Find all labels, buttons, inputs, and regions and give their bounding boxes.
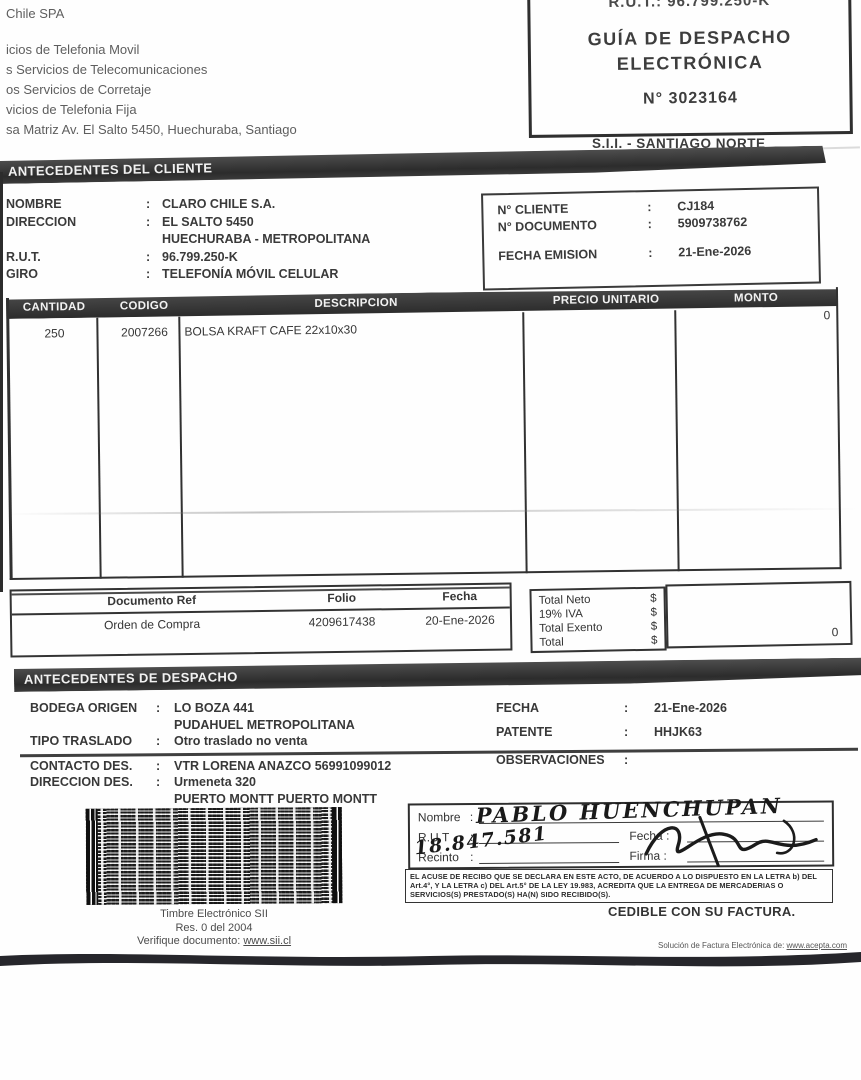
ref-fecha-value: 20-Ene-2026	[425, 612, 495, 628]
acepta-url: www.acepta.com	[786, 941, 847, 950]
patente-label: PATENTE	[496, 725, 553, 739]
observaciones-label: OBSERVACIONES	[496, 753, 605, 767]
direccion-des-2: PUERTO MONTT PUERTO MONTT	[174, 791, 378, 806]
item-description: BOLSA KRAFT CAFE 22x10x30	[184, 322, 358, 339]
acuse-recibo-fine-print: EL ACUSE DE RECIBO QUE SE DECLARA EN EST…	[405, 869, 833, 903]
ref-doc-header: Documento Ref	[107, 592, 197, 609]
client-address-label: DIRECCION	[6, 214, 77, 229]
items-table: CANTIDAD CODIGO DESCRIPCION PRECIO UNITA…	[6, 287, 860, 580]
items-table-header: CANTIDAD CODIGO DESCRIPCION PRECIO UNITA…	[6, 287, 838, 319]
reference-docs-table: Documento Ref Folio Fecha Orden de Compr…	[9, 582, 513, 658]
client-doc-box: N° CLIENTECJ184 N° DOCUMENTO5909738762 F…	[481, 186, 821, 291]
client-section-header: ANTECEDENTES DEL CLIENTE	[0, 146, 826, 184]
sii-url: www.sii.cl	[243, 935, 292, 947]
item-code: 2007266	[121, 324, 168, 340]
bodega-2: PUDAHUEL METROPOLITANA	[174, 717, 355, 732]
sii-office: S.I.I. - SANTIAGO NORTE	[592, 136, 766, 151]
iva-label: 19% IVA	[538, 608, 583, 621]
dispatch-details-right: FECHA 21-Ene-2026 PATENTE HHJK63 OBSERVACI…	[496, 700, 856, 768]
direccion-des-label: DIRECCION DES.	[30, 775, 133, 789]
total-exento-label: Total Exento	[539, 621, 603, 635]
emission-date-label: FECHA EMISION	[498, 247, 598, 264]
patente: HHJK63	[654, 725, 702, 739]
total-value: 0	[831, 625, 839, 640]
timbre-caption: Timbre Electrónico SII Res. 0 del 2004 V…	[86, 908, 342, 949]
handwritten-signature	[644, 815, 818, 867]
timbre-line-1: Timbre Electrónico SII	[160, 908, 268, 920]
contacto-label: CONTACTO DES.	[30, 758, 133, 773]
direccion-des-1: Urmeneta 320	[174, 775, 256, 789]
sig-nombre-label: Nombre	[417, 810, 461, 825]
letterhead-line: icios de Telefonia Movil	[6, 42, 140, 57]
dispatch-date-label: FECHA	[496, 701, 540, 715]
total-neto-label: Total Neto	[538, 593, 591, 607]
dispatch-section-header: ANTECEDENTES DE DESPACHO	[14, 658, 861, 692]
item-quantity: 250	[44, 326, 65, 341]
observaciones	[654, 752, 856, 768]
client-address-1: EL SALTO 5450	[162, 214, 254, 229]
ref-fecha-header: Fecha	[442, 588, 478, 604]
letterhead: Chile SPA icios de Telefonia Movil s Ser…	[6, 4, 297, 140]
col-descripcion: DESCRIPCION	[314, 296, 398, 310]
client-address-2: HUECHURABA - METROPOLITANA	[162, 232, 371, 246]
document-id-box: R.U.T.: 96.799.250-K GUÍA DE DESPACHO EL…	[527, 0, 853, 138]
client-name: CLARO CHILE S.A.	[162, 197, 276, 211]
verify-line: Verifique documento: www.sii.cl	[136, 935, 292, 947]
client-rut-label: R.U.T.	[6, 249, 41, 264]
dispatch-details-left: BODEGA ORIGEN LO BOZA 441 PUDAHUEL METROP…	[30, 700, 490, 807]
bodega-1: LO BOZA 441	[174, 701, 255, 715]
col-codigo: CODIGO	[119, 299, 169, 313]
page-edge-line	[0, 172, 3, 592]
dispatch-date: 21-Ene-2026	[654, 701, 727, 715]
doc-number-label: N° DOCUMENTO	[497, 218, 598, 235]
letterhead-line: vicios de Telefonia Fija	[6, 102, 137, 117]
total-label: Total	[539, 636, 564, 649]
col-precio-unitario: PRECIO UNITARIO	[552, 293, 660, 307]
letterhead-line: os Servicios de Corretaje	[6, 82, 152, 97]
bodega-label: BODEGA ORIGEN	[30, 701, 138, 715]
ref-doc-value: Orden de Compra	[103, 616, 201, 633]
issuer-rut: R.U.T.: 96.799.250-K	[608, 0, 771, 11]
document-number: N° 3023164	[643, 89, 738, 108]
emission-date: 21-Ene-2026	[678, 243, 752, 260]
client-giro-label: GIRO	[6, 267, 38, 281]
ref-folio-value: 4209617438	[308, 614, 376, 630]
document-title: GUÍA DE DESPACHO ELECTRÓNICA	[587, 26, 792, 74]
col-cantidad: CANTIDAD	[22, 300, 86, 314]
provider-footer: Solución de Factura Electrónica de: www.…	[658, 941, 847, 950]
ref-folio-header: Folio	[327, 590, 357, 606]
timbre-line-2: Res. 0 del 2004	[175, 921, 253, 934]
company-name: Chile SPA	[6, 6, 65, 21]
client-giro: TELEFONÍA MÓVIL CELULAR	[162, 267, 339, 281]
client-rut: 96.799.250-K	[162, 249, 238, 264]
pdf417-barcode	[85, 807, 343, 905]
client-details: NOMBRE CLARO CHILE S.A. DIRECCION EL SALTO…	[6, 196, 476, 284]
tipo-traslado: Otro traslado no venta	[174, 734, 308, 748]
totals-box: Total Neto $ 19% IVA $ Total Exento $ Total…	[529, 580, 853, 654]
cedible-note: CEDIBLE CON SU FACTURA.	[608, 904, 796, 919]
monto-zero: 0	[823, 308, 831, 323]
receipt-signature-box: Nombre R.U.T Fecha : Recinto Firma : PAB…	[407, 793, 835, 870]
scan-crease	[8, 507, 859, 516]
letterhead-address: sa Matriz Av. El Salto 5450, Huechuraba,…	[6, 122, 297, 137]
recinto-field-line	[479, 849, 620, 864]
tipo-traslado-label: TIPO TRASLADO	[30, 734, 133, 748]
scan-shadow-bar	[0, 952, 861, 967]
client-name-label: NOMBRE	[6, 197, 62, 211]
col-monto: MONTO	[733, 291, 779, 305]
doc-number: 5909738762	[677, 214, 748, 231]
contacto: VTR LORENA ANAZCO 56991099012	[174, 758, 392, 773]
letterhead-line: s Servicios de Telecomunicaciones	[6, 62, 208, 77]
